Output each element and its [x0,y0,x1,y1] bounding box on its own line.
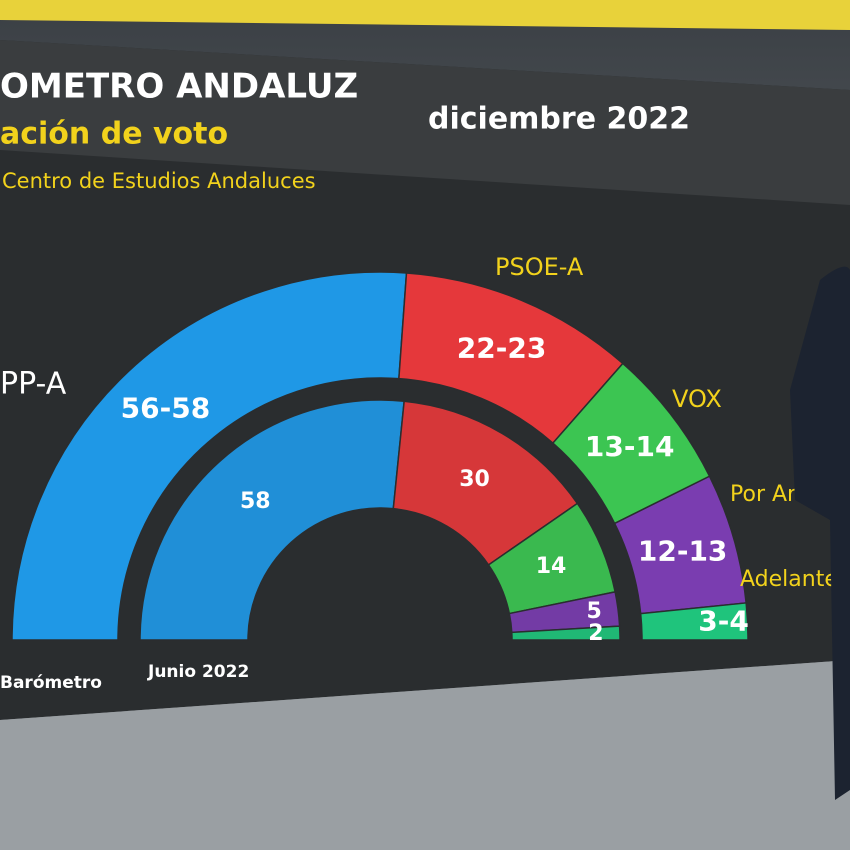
ring-label: Junio 2022 [147,662,249,682]
ring-label: Barómetro [0,673,102,693]
value-label: 3-4 [698,605,749,638]
seat-segment [510,625,621,641]
seat-segment [139,399,405,641]
title: OMETRO ANDALUZ [0,67,358,107]
value-label: 5 [587,599,602,624]
value-label: 30 [459,467,490,492]
party-label: PP-A [0,367,67,402]
floor [0,660,850,850]
value-label: 22-23 [457,331,547,364]
source: Centro de Estudios Andaluces [2,169,316,193]
seat-segment [11,271,408,641]
party-label: PSOE-A [495,253,584,281]
value-label: 56-58 [121,391,211,424]
title-date: diciembre 2022 [428,102,690,137]
subtitle: ación de voto [0,117,228,152]
value-label: 12-13 [638,535,728,568]
value-label: 2 [588,621,603,646]
presenter [790,266,850,801]
hemicycle-chart: 56-58 22-23 13-14 12-13 3-4 58 30 14 52 PP-A PSOE-… [0,253,850,646]
party-label: VOX [672,385,722,413]
top-banner [0,0,850,30]
seat-segment [392,400,579,566]
seat-segment [639,602,749,641]
header-band [0,40,850,205]
value-label: 58 [240,489,271,514]
value-label: 13-14 [585,430,675,463]
value-label: 14 [536,554,567,579]
